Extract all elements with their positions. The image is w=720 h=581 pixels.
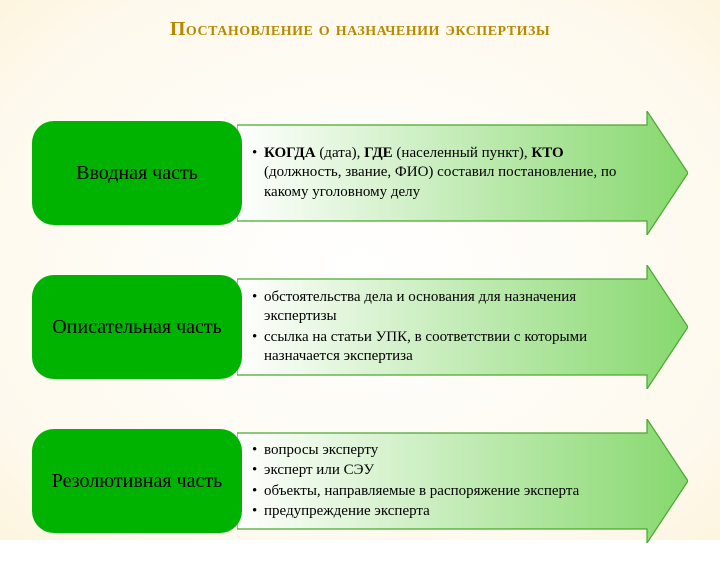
bullet-list-3: вопросы эксперту эксперт или СЭУ объекты… [252,440,640,522]
bullet-item: объекты, направляемые в распоряжение экс… [252,482,640,501]
row-2: обстоятельства дела и основания для назн… [32,265,688,389]
content-2: обстоятельства дела и основания для назн… [250,277,642,377]
row-3: вопросы эксперту эксперт или СЭУ объекты… [32,419,688,543]
bullet-item: вопросы эксперту [252,441,640,460]
label-box-3: Резолютивная часть [32,429,242,533]
bullet-list-2: обстоятельства дела и основания для назн… [252,287,640,367]
bullet-item: эксперт или СЭУ [252,461,640,480]
bullet-item: ссылка на статьи УПК, в соответствии с к… [252,328,640,366]
diagram-stage: КОГДА (дата), ГДЕ (населенный пункт), КТ… [0,41,720,581]
label-box-1: Вводная часть [32,121,242,225]
label-text-2: Описательная часть [52,315,222,340]
bullet-item: КОГДА (дата), ГДЕ (населенный пункт), КТ… [252,144,640,202]
label-text-3: Резолютивная часть [52,469,223,494]
bullet-list-1: КОГДА (дата), ГДЕ (населенный пункт), КТ… [252,143,640,203]
content-3: вопросы эксперту эксперт или СЭУ объекты… [250,431,642,531]
row-1: КОГДА (дата), ГДЕ (населенный пункт), КТ… [32,111,688,235]
bullet-item: обстоятельства дела и основания для назн… [252,288,640,326]
content-1: КОГДА (дата), ГДЕ (населенный пункт), КТ… [250,123,642,223]
label-box-2: Описательная часть [32,275,242,379]
page-title: Постановление о назначении экспертизы [0,0,720,41]
label-text-1: Вводная часть [76,161,198,186]
bullet-item: предупреждение эксперта [252,502,640,521]
